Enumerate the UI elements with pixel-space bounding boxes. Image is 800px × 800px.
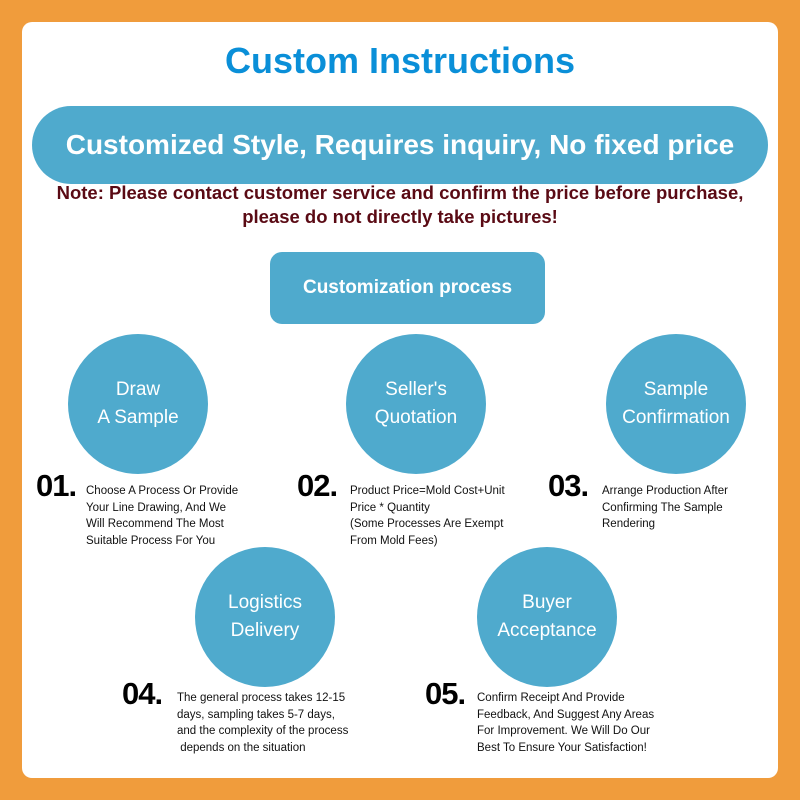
step-description: Product Price=Mold Cost+Unit Price * Quan… <box>350 483 505 549</box>
step-description: Choose A Process Or Provide Your Line Dra… <box>86 483 238 549</box>
description-line: Feedback, And Suggest Any Areas <box>477 708 655 721</box>
description-line: Arrange Production After <box>602 485 728 497</box>
description-line: Rendering <box>602 518 656 530</box>
purchase-note: Note: Please contact customer service an… <box>0 181 800 229</box>
step-title-line-1: Seller's <box>385 379 447 400</box>
description-line: days, sampling takes 5-7 days, <box>177 708 335 721</box>
step-title-line-1: Draw <box>115 379 161 400</box>
step-title-line-2: Acceptance <box>497 620 597 641</box>
description-line: Product Price=Mold Cost+Unit <box>350 485 505 497</box>
description-line: depends on the situation <box>177 741 306 754</box>
step-number: 01. <box>36 468 77 503</box>
description-line: From Mold Fees) <box>350 534 438 547</box>
note-line-1: Note: Please contact customer service an… <box>56 182 744 203</box>
note-line-2: please do not directly take pictures! <box>242 206 558 227</box>
step-title-line-2: Delivery <box>230 620 300 641</box>
page-title: Custom Instructions <box>224 40 575 81</box>
step-title-line-2: A Sample <box>97 407 179 428</box>
process-heading: Customization process <box>270 252 545 324</box>
step-circle: Sample Confirmation <box>606 334 746 474</box>
description-line: Will Recommend The Most <box>86 518 224 530</box>
step-description: Confirm Receipt And Provide Feedback, And… <box>477 690 654 756</box>
step-circle: Buyer Acceptance <box>477 547 617 687</box>
step-title-line-1: Sample <box>643 379 709 400</box>
step-circle: Seller's Quotation <box>346 334 486 474</box>
description-line: The general process takes 12-15 <box>177 692 346 704</box>
description-line: Confirming The Sample <box>602 501 723 514</box>
step-title-line-1: Buyer <box>522 592 572 613</box>
step-number: 02. <box>297 468 338 503</box>
step-circle: Logistics Delivery <box>195 547 335 687</box>
description-line: For Improvement. We Will Do Our <box>477 725 650 737</box>
description-line: Price * Quantity <box>350 501 430 514</box>
pricing-banner: Customized Style, Requires inquiry, No f… <box>32 106 768 184</box>
step-circle: Draw A Sample <box>68 334 208 474</box>
description-line: Best To Ensure Your Satisfaction! <box>477 741 647 754</box>
description-line: Your Line Drawing, And We <box>86 501 227 514</box>
description-line: Suitable Process For You <box>86 534 216 547</box>
step-title-line-2: Quotation <box>374 407 458 428</box>
step-description: The general process takes 12-15 days, sam… <box>177 690 348 756</box>
step-title-line-2: Confirmation <box>622 407 730 428</box>
description-line: and the complexity of the process <box>177 725 349 737</box>
step-number: 03. <box>548 468 589 503</box>
step-number: 04. <box>122 676 163 711</box>
step-number: 05. <box>425 676 466 711</box>
step-title-line-1: Logistics <box>228 592 302 613</box>
description-line: Choose A Process Or Provide <box>86 485 239 497</box>
description-line: (Some Processes Are Exempt <box>350 518 504 530</box>
description-line: Confirm Receipt And Provide <box>477 692 625 704</box>
step-description: Arrange Production After Confirming The S… <box>602 483 728 533</box>
